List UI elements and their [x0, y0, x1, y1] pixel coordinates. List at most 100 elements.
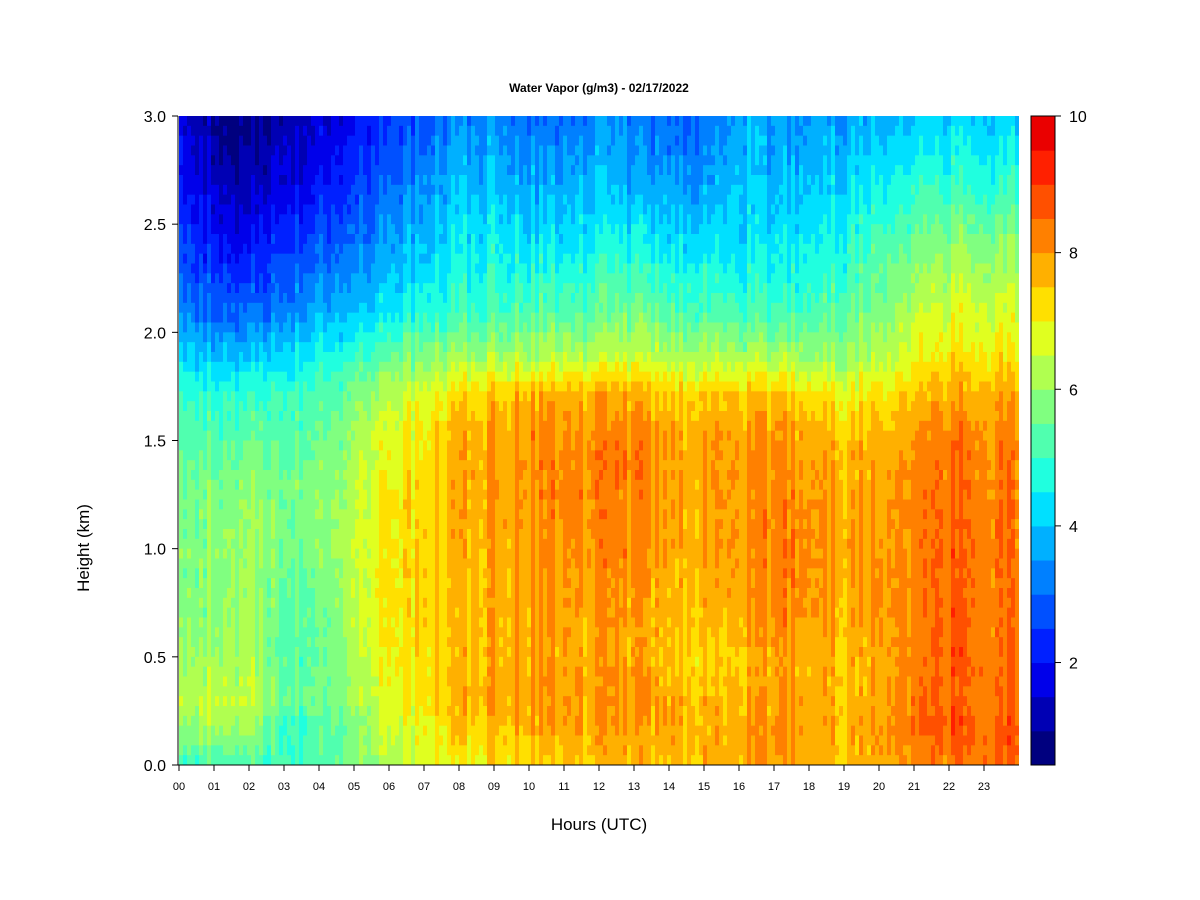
- heatmap-cell: [319, 578, 324, 589]
- heatmap-cell: [323, 538, 328, 550]
- heatmap-cell: [475, 381, 480, 392]
- heatmap-cell: [287, 588, 292, 599]
- heatmap-cell: [475, 312, 480, 324]
- heatmap-cell: [239, 460, 244, 471]
- heatmap-cell: [271, 352, 276, 363]
- heatmap-cell: [215, 302, 220, 314]
- heatmap-cell: [351, 706, 356, 717]
- heatmap-cell: [239, 361, 244, 373]
- heatmap-cell: [415, 519, 420, 530]
- heatmap-cell: [187, 656, 192, 668]
- heatmap-cell: [323, 686, 328, 697]
- heatmap-cell: [471, 470, 476, 481]
- heatmap-cell: [419, 440, 424, 451]
- heatmap-cell: [423, 440, 428, 451]
- heatmap-cell: [415, 263, 420, 274]
- heatmap-cell: [239, 234, 244, 245]
- heatmap-cell: [179, 302, 184, 314]
- heatmap-cell: [299, 253, 304, 265]
- heatmap-cell: [215, 519, 220, 530]
- heatmap-cell: [315, 509, 320, 520]
- heatmap-cell: [187, 214, 192, 225]
- heatmap-cell: [287, 273, 292, 284]
- heatmap-cell: [183, 725, 188, 737]
- heatmap-cell: [283, 617, 288, 628]
- heatmap-cell: [335, 607, 340, 619]
- heatmap-cell: [387, 411, 392, 422]
- heatmap-cell: [291, 253, 296, 265]
- heatmap-cell: [307, 293, 312, 304]
- heatmap-cell: [455, 578, 460, 589]
- heatmap-cell: [471, 411, 476, 422]
- heatmap-cell: [327, 312, 332, 324]
- heatmap-cell: [227, 224, 232, 235]
- heatmap-cell: [223, 273, 228, 284]
- heatmap-cell: [255, 293, 260, 304]
- heatmap-cell: [247, 558, 252, 569]
- heatmap-cell: [395, 647, 400, 658]
- heatmap-cell: [467, 529, 472, 540]
- heatmap-cell: [191, 666, 196, 678]
- heatmap-cell: [407, 234, 412, 245]
- heatmap-cell: [455, 155, 460, 166]
- heatmap-cell: [467, 342, 472, 353]
- heatmap-cell: [463, 745, 468, 756]
- heatmap-cell: [259, 253, 264, 265]
- heatmap-cell: [191, 361, 196, 373]
- heatmap-cell: [427, 647, 432, 658]
- heatmap-cell: [415, 538, 420, 550]
- heatmap-cell: [367, 588, 372, 599]
- heatmap-cell: [383, 568, 388, 579]
- heatmap-cell: [359, 755, 364, 765]
- heatmap-cell: [387, 617, 392, 628]
- heatmap-cell: [287, 430, 292, 442]
- heatmap-cell: [435, 214, 440, 225]
- heatmap-cell: [479, 460, 484, 471]
- heatmap-cell: [203, 715, 208, 727]
- heatmap-cell: [475, 283, 480, 294]
- heatmap-cell: [327, 656, 332, 668]
- heatmap-cell: [455, 666, 460, 678]
- heatmap-cell: [179, 627, 184, 638]
- heatmap-cell: [235, 204, 240, 215]
- heatmap-cell: [243, 302, 248, 314]
- heatmap-cell: [451, 735, 456, 746]
- heatmap-cell: [239, 283, 244, 294]
- heatmap-cell: [435, 450, 440, 461]
- heatmap-cell: [263, 627, 268, 638]
- heatmap-cell: [467, 293, 472, 304]
- heatmap-cell: [351, 597, 356, 609]
- heatmap-cell: [455, 283, 460, 294]
- heatmap-cell: [191, 440, 196, 451]
- heatmap-cell: [263, 175, 268, 186]
- heatmap-cell: [283, 696, 288, 707]
- heatmap-cell: [371, 116, 376, 127]
- heatmap-cell: [195, 588, 200, 599]
- heatmap-cell: [339, 725, 344, 737]
- heatmap-cell: [471, 371, 476, 383]
- heatmap-cell: [239, 470, 244, 481]
- heatmap-cell: [267, 391, 272, 402]
- heatmap-cell: [311, 755, 316, 765]
- heatmap-cell: [183, 302, 188, 314]
- heatmap-cell: [195, 381, 200, 392]
- heatmap-cell: [203, 745, 208, 756]
- heatmap-cell: [471, 607, 476, 619]
- heatmap-cell: [207, 676, 212, 687]
- heatmap-cell: [251, 725, 256, 737]
- heatmap-cell: [263, 440, 268, 451]
- heatmap-cell: [207, 224, 212, 235]
- heatmap-cell: [343, 548, 348, 560]
- heatmap-cell: [187, 470, 192, 481]
- heatmap-cell: [267, 656, 272, 668]
- heatmap-cell: [339, 401, 344, 412]
- heatmap-cell: [439, 617, 444, 628]
- heatmap-cell: [331, 302, 336, 314]
- heatmap-cell: [319, 588, 324, 599]
- heatmap-cell: [259, 243, 264, 255]
- heatmap-cell: [459, 706, 464, 717]
- heatmap-cell: [367, 224, 372, 235]
- heatmap-cell: [195, 607, 200, 619]
- heatmap-cell: [419, 588, 424, 599]
- heatmap-cell: [311, 666, 316, 678]
